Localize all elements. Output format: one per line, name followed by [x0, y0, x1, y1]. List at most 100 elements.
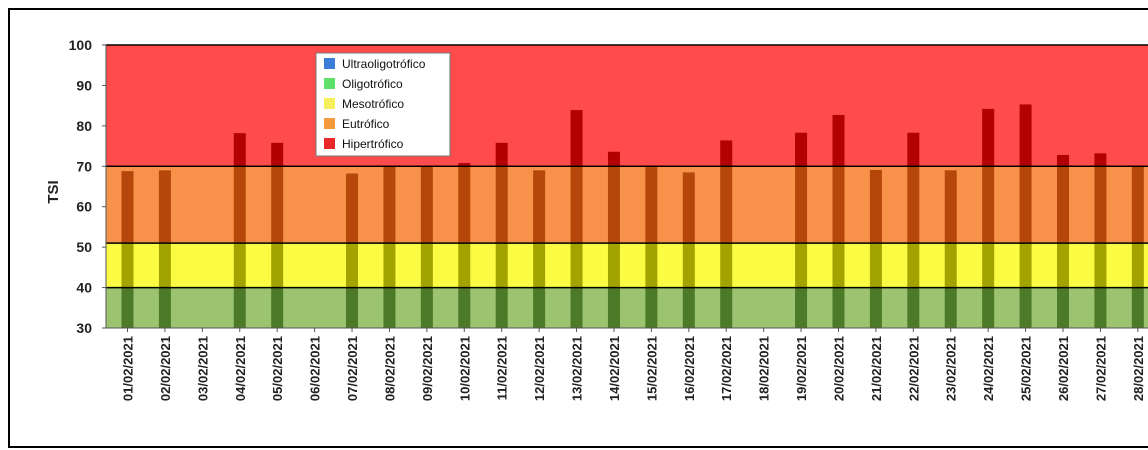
- bar-segment: [570, 166, 583, 244]
- x-tick-label: 06/02/2021: [308, 336, 323, 401]
- bar-segment: [1057, 287, 1069, 328]
- legend-label: Eutrófico: [342, 117, 390, 131]
- bar-05/02/2021: [271, 142, 284, 328]
- y-tick-label: 80: [76, 118, 92, 134]
- y-axis: 30 40 50 60 70 80 90 100: [69, 37, 106, 336]
- bar-segment: [458, 287, 471, 328]
- bar-segment: [1019, 287, 1032, 328]
- y-tick-label: 40: [76, 280, 92, 296]
- bar-segment: [982, 243, 995, 288]
- bar-24/02/2021: [982, 108, 995, 328]
- bar-20/02/2021: [832, 114, 845, 328]
- bar-segment: [720, 140, 733, 167]
- legend-item: Hipertrófico: [324, 137, 404, 151]
- bar-segment: [832, 287, 845, 328]
- legend-item: Oligotrófico: [324, 77, 403, 91]
- bar-segment: [420, 243, 433, 288]
- bar-segment: [645, 287, 658, 328]
- bars: [121, 104, 1144, 328]
- bar-segment: [383, 166, 396, 244]
- bar-segment: [570, 243, 583, 288]
- y-tick-label: 30: [76, 320, 92, 336]
- bar-01/02/2021: [121, 171, 134, 328]
- bar-segment: [832, 243, 845, 288]
- x-tick-label: 05/02/2021: [270, 336, 285, 401]
- bar-segment: [1094, 243, 1107, 288]
- legend-item: Eutrófico: [324, 117, 390, 131]
- legend-swatch: [324, 58, 335, 69]
- bar-segment: [1019, 104, 1032, 167]
- bar-segment: [720, 166, 733, 244]
- bar-segment: [1019, 166, 1032, 244]
- bar-segment: [458, 243, 471, 288]
- legend-label: Hipertrófico: [342, 137, 404, 151]
- x-tick-label: 01/02/2021: [121, 336, 136, 401]
- bar-segment: [795, 287, 808, 328]
- x-tick-label: 10/02/2021: [457, 336, 472, 401]
- bar-segment: [907, 243, 920, 288]
- bar-segment: [832, 166, 845, 244]
- legend-label: Mesotrófico: [342, 97, 404, 111]
- bar-segment: [1131, 243, 1144, 288]
- bar-segment: [420, 287, 433, 328]
- bar-segment: [944, 287, 957, 328]
- bar-segment: [121, 243, 134, 288]
- bar-17/02/2021: [720, 140, 733, 328]
- x-tick-label: 02/02/2021: [158, 336, 173, 401]
- bar-segment: [158, 170, 171, 244]
- bar-27/02/2021: [1094, 153, 1107, 328]
- bar-segment: [121, 287, 134, 328]
- bar-segment: [495, 243, 508, 288]
- bar-04/02/2021: [233, 133, 246, 328]
- x-tick-label: 11/02/2021: [495, 336, 510, 400]
- bar-16/02/2021: [682, 172, 695, 328]
- x-tick-label: 27/02/2021: [1093, 336, 1108, 401]
- bar-segment: [682, 243, 695, 288]
- x-tick-label: 23/02/2021: [944, 336, 959, 401]
- x-tick-label: 24/02/2021: [981, 336, 996, 401]
- x-tick-label: 12/02/2021: [532, 336, 547, 401]
- bar-28/02/2021: [1131, 165, 1144, 328]
- bar-segment: [533, 170, 546, 244]
- bar-segment: [907, 287, 920, 328]
- x-tick-label: 04/02/2021: [233, 336, 248, 401]
- x-tick-label: 17/02/2021: [719, 336, 734, 401]
- bar-segment: [495, 166, 508, 244]
- x-tick-label: 07/02/2021: [345, 336, 360, 401]
- legend-swatch: [324, 78, 335, 89]
- bar-segment: [1057, 154, 1069, 167]
- bar-13/02/2021: [570, 110, 583, 328]
- bar-15/02/2021: [645, 167, 658, 328]
- bar-segment: [682, 287, 695, 328]
- y-tick-label: 60: [76, 199, 92, 215]
- bar-segment: [233, 133, 246, 167]
- bar-segment: [271, 243, 284, 288]
- bar-14/02/2021: [607, 151, 620, 328]
- x-tick-label: 26/02/2021: [1056, 336, 1071, 401]
- bar-segment: [795, 166, 808, 244]
- tsi-bar-chart: 30 40 50 60 70 80 90 100 01/02/2021 02/02/2021 03…: [45, 37, 1148, 401]
- x-tick-label: 19/02/2021: [794, 336, 809, 401]
- bar-21/02/2021: [869, 169, 882, 328]
- bar-segment: [1094, 153, 1107, 167]
- bar-segment: [233, 166, 246, 244]
- bar-segment: [346, 243, 359, 288]
- bar-segment: [869, 243, 882, 288]
- bar-segment: [607, 243, 620, 288]
- bar-09/02/2021: [420, 166, 433, 328]
- bar-segment: [907, 166, 920, 244]
- legend-label: Oligotrófico: [342, 77, 403, 91]
- bar-segment: [720, 287, 733, 328]
- bar-segment: [944, 243, 957, 288]
- x-tick-label: 22/02/2021: [906, 336, 921, 401]
- bar-segment: [907, 132, 920, 167]
- legend-item: Mesotrófico: [324, 97, 404, 111]
- bar-segment: [1131, 287, 1144, 328]
- x-tick-label: 03/02/2021: [195, 336, 210, 401]
- x-tick-label: 28/02/2021: [1131, 336, 1146, 401]
- bar-segment: [982, 166, 995, 244]
- bar-segment: [607, 287, 620, 328]
- y-tick-label: 90: [76, 77, 92, 93]
- x-axis: 01/02/2021 02/02/2021 03/02/2021 04/02/2021…: [121, 328, 1146, 401]
- chart-frame: 30 40 50 60 70 80 90 100 01/02/2021 02/02/2021 03…: [8, 8, 1148, 448]
